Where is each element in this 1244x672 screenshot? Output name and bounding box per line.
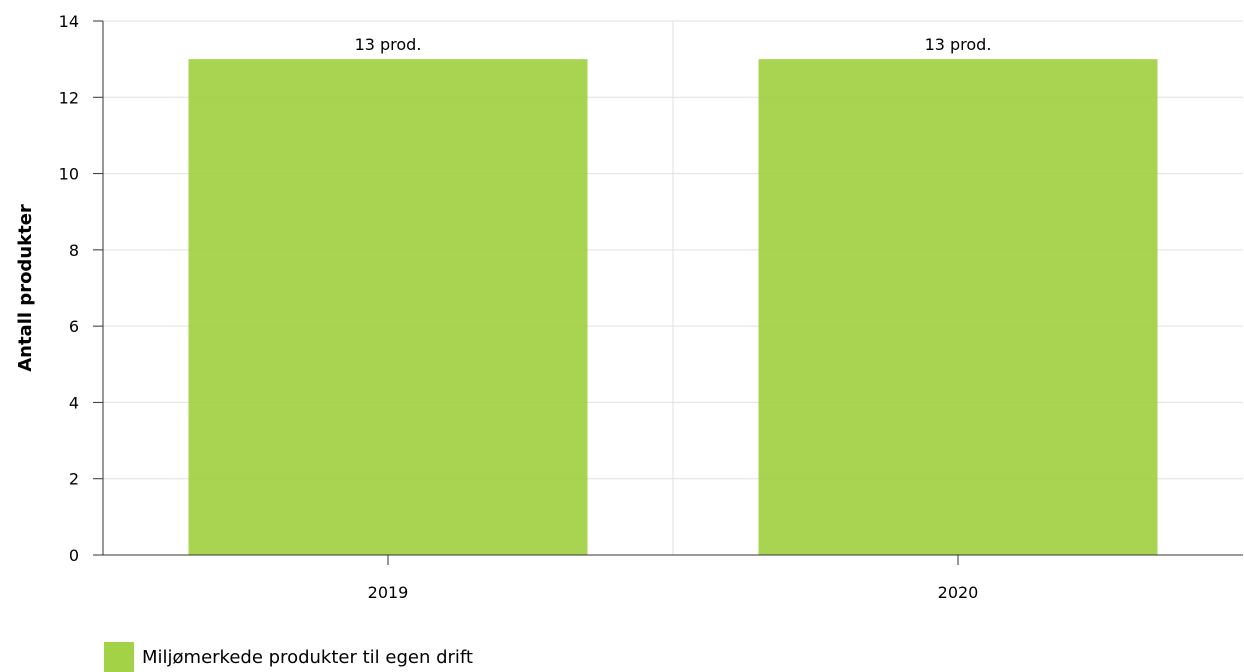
bar-2020 xyxy=(758,59,1158,556)
legend[interactable]: Miljømerkede produkter til egen drift xyxy=(104,642,473,672)
y-tick-label: 6 xyxy=(69,317,79,336)
legend-swatch xyxy=(104,642,134,672)
x-tick-label-2019: 2019 xyxy=(368,583,409,602)
bar-chart: 13 prod. 13 prod. 0 2 4 6 8 10 12 14 2019 2020 Anta… xyxy=(15,12,1243,602)
legend-label: Miljømerkede produkter til egen drift xyxy=(142,646,473,668)
y-tick-label: 4 xyxy=(69,393,79,412)
y-tick-label: 12 xyxy=(59,88,79,107)
y-tick-label: 8 xyxy=(69,241,79,260)
labels: 13 prod. 13 prod. 0 2 4 6 8 10 12 14 2019 2020 xyxy=(59,12,992,602)
y-tick-label: 14 xyxy=(59,12,79,31)
axes xyxy=(93,20,1243,565)
bar-2019 xyxy=(188,59,588,556)
data-label-2019: 13 prod. xyxy=(355,35,422,54)
y-axis-label: Antall produkter xyxy=(15,204,36,372)
bars xyxy=(188,59,1158,556)
x-tick-label-2020: 2020 xyxy=(938,583,979,602)
y-tick-label: 0 xyxy=(69,546,79,565)
y-tick-label: 10 xyxy=(59,165,79,184)
y-tick-label: 2 xyxy=(69,470,79,489)
data-label-2020: 13 prod. xyxy=(925,35,992,54)
